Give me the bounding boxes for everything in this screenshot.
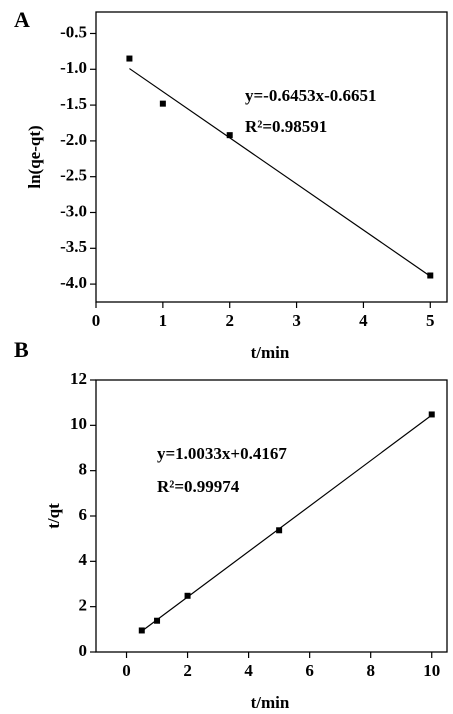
y-tick-label: -0.5 bbox=[60, 22, 87, 41]
x-tick-label: 4 bbox=[359, 311, 368, 330]
data-point bbox=[159, 100, 166, 107]
x-tick-label: 2 bbox=[183, 661, 192, 680]
data-point bbox=[427, 272, 434, 279]
y-tick-label: -3.5 bbox=[60, 237, 87, 256]
fit-annotation: R²=0.98591 bbox=[245, 117, 327, 136]
y-tick-label: -3.0 bbox=[60, 201, 87, 220]
x-tick-label: 8 bbox=[366, 661, 375, 680]
y-tick-label: 8 bbox=[79, 460, 88, 479]
y-tick-label: 6 bbox=[79, 505, 88, 524]
data-point bbox=[138, 627, 145, 634]
y-tick-label: 12 bbox=[70, 369, 87, 388]
y-tick-label: -1.0 bbox=[60, 58, 87, 77]
y-tick-label: 0 bbox=[79, 641, 88, 660]
y-axis-label: ln(qe-qt) bbox=[25, 125, 44, 188]
x-axis-label: t/min bbox=[251, 343, 290, 362]
plot-frame bbox=[95, 11, 448, 303]
data-point bbox=[226, 132, 233, 139]
panel-label: B bbox=[14, 337, 29, 362]
y-tick-label: -4.0 bbox=[60, 273, 87, 292]
panel-label: A bbox=[14, 7, 30, 32]
y-tick-label: -2.5 bbox=[60, 166, 87, 185]
data-point bbox=[154, 617, 161, 624]
data-point bbox=[276, 527, 283, 534]
y-axis-label: t/qt bbox=[44, 503, 63, 529]
x-tick-label: 10 bbox=[423, 661, 440, 680]
plot-frame bbox=[95, 379, 448, 653]
x-tick-label: 5 bbox=[426, 311, 435, 330]
fit-line bbox=[129, 68, 431, 277]
fit-annotation: y=-0.6453x-0.6651 bbox=[245, 86, 377, 105]
x-tick-label: 4 bbox=[244, 661, 253, 680]
data-point bbox=[184, 592, 191, 599]
fit-annotation: R²=0.99974 bbox=[157, 477, 240, 496]
data-point bbox=[126, 55, 133, 62]
x-tick-label: 0 bbox=[92, 311, 101, 330]
x-tick-label: 1 bbox=[159, 311, 168, 330]
x-axis-label: t/min bbox=[251, 693, 290, 712]
x-tick-label: 0 bbox=[122, 661, 131, 680]
x-tick-label: 3 bbox=[292, 311, 301, 330]
y-tick-label: -1.5 bbox=[60, 94, 87, 113]
y-tick-label: 10 bbox=[70, 414, 87, 433]
fit-annotation: y=1.0033x+0.4167 bbox=[157, 444, 287, 463]
data-point bbox=[428, 411, 435, 418]
y-tick-label: 2 bbox=[79, 596, 88, 615]
y-tick-label: 4 bbox=[79, 550, 88, 569]
y-tick-label: -2.0 bbox=[60, 130, 87, 149]
x-tick-label: 6 bbox=[305, 661, 314, 680]
x-tick-label: 2 bbox=[225, 311, 234, 330]
